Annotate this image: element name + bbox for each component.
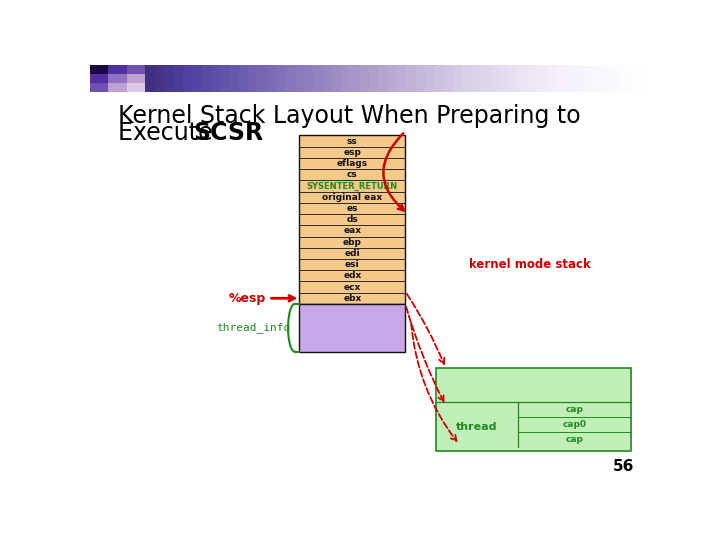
Bar [109, 65, 127, 74]
Bar [300, 304, 405, 352]
Bar [444, 65, 454, 92]
Text: 56: 56 [613, 460, 634, 474]
Bar [127, 65, 138, 92]
Bar [183, 65, 194, 92]
Bar [499, 65, 510, 92]
Bar [285, 65, 296, 92]
Bar [620, 65, 631, 92]
Bar [127, 74, 145, 83]
Bar [202, 65, 212, 92]
Text: ss: ss [347, 137, 358, 146]
Text: original eax: original eax [322, 193, 382, 202]
Bar [300, 136, 405, 304]
Bar [145, 65, 156, 92]
Bar [90, 74, 109, 83]
Bar [434, 65, 444, 92]
Bar [118, 65, 128, 92]
Bar [211, 65, 221, 92]
Text: %esp: %esp [228, 292, 266, 305]
Bar [109, 65, 119, 92]
Bar [323, 65, 333, 92]
Bar [436, 368, 631, 451]
Bar [387, 65, 398, 92]
Bar [406, 65, 417, 92]
Bar [192, 65, 203, 92]
Text: cap: cap [566, 404, 584, 414]
Bar [99, 65, 109, 92]
Bar [220, 65, 230, 92]
Text: ebp: ebp [343, 238, 361, 247]
Bar [453, 65, 463, 92]
Bar [90, 65, 100, 92]
Text: thread_info: thread_info [217, 322, 291, 333]
Text: Execute: Execute [118, 121, 220, 145]
Text: kernel mode stack: kernel mode stack [469, 258, 591, 271]
Text: cap0: cap0 [562, 420, 587, 429]
Bar [351, 65, 361, 92]
Bar [378, 65, 389, 92]
Bar [527, 65, 538, 92]
Bar [109, 83, 127, 92]
Bar [639, 65, 649, 92]
Text: ecx: ecx [343, 282, 361, 292]
Text: ebx: ebx [343, 294, 361, 303]
Text: cap: cap [566, 435, 584, 444]
Bar [415, 65, 426, 92]
Text: ds: ds [346, 215, 358, 224]
Bar [546, 65, 556, 92]
Bar [276, 65, 287, 92]
Text: SCSR: SCSR [193, 121, 264, 145]
Text: cs: cs [347, 170, 358, 179]
Text: Kernel Stack Layout When Preparing to: Kernel Stack Layout When Preparing to [118, 104, 580, 129]
Bar [555, 65, 565, 92]
Bar [341, 65, 351, 92]
Text: eax: eax [343, 226, 361, 235]
Bar [593, 65, 603, 92]
Bar [583, 65, 593, 92]
Bar [508, 65, 519, 92]
Bar [109, 74, 127, 83]
Bar [174, 65, 184, 92]
Bar [90, 65, 109, 74]
Bar [397, 65, 408, 92]
Bar [127, 65, 145, 74]
Bar [137, 65, 147, 92]
Bar [629, 65, 640, 92]
Bar [164, 65, 175, 92]
Bar [518, 65, 528, 92]
Bar [574, 65, 584, 92]
Bar [127, 83, 145, 92]
Bar [258, 65, 268, 92]
Bar [248, 65, 258, 92]
Bar [564, 65, 575, 92]
Text: eflags: eflags [337, 159, 368, 168]
Bar [230, 65, 240, 92]
Text: edx: edx [343, 271, 361, 280]
Text: esi: esi [345, 260, 359, 269]
Text: es: es [346, 204, 358, 213]
Bar [239, 65, 249, 92]
Bar [601, 65, 612, 92]
Bar [425, 65, 435, 92]
Bar [536, 65, 546, 92]
Bar [472, 65, 482, 92]
Bar [266, 65, 277, 92]
Bar [369, 65, 379, 92]
Bar [462, 65, 472, 92]
Bar [490, 65, 500, 92]
Text: edi: edi [344, 249, 360, 258]
Text: esp: esp [343, 148, 361, 157]
Bar [313, 65, 323, 92]
Bar [90, 83, 109, 92]
Bar [481, 65, 491, 92]
Text: thread: thread [456, 422, 498, 431]
Bar [332, 65, 342, 92]
Bar [360, 65, 370, 92]
Bar [294, 65, 305, 92]
Bar [611, 65, 621, 92]
Bar [304, 65, 315, 92]
Text: SYSENTER_RETURN: SYSENTER_RETURN [307, 181, 398, 191]
Bar [155, 65, 166, 92]
